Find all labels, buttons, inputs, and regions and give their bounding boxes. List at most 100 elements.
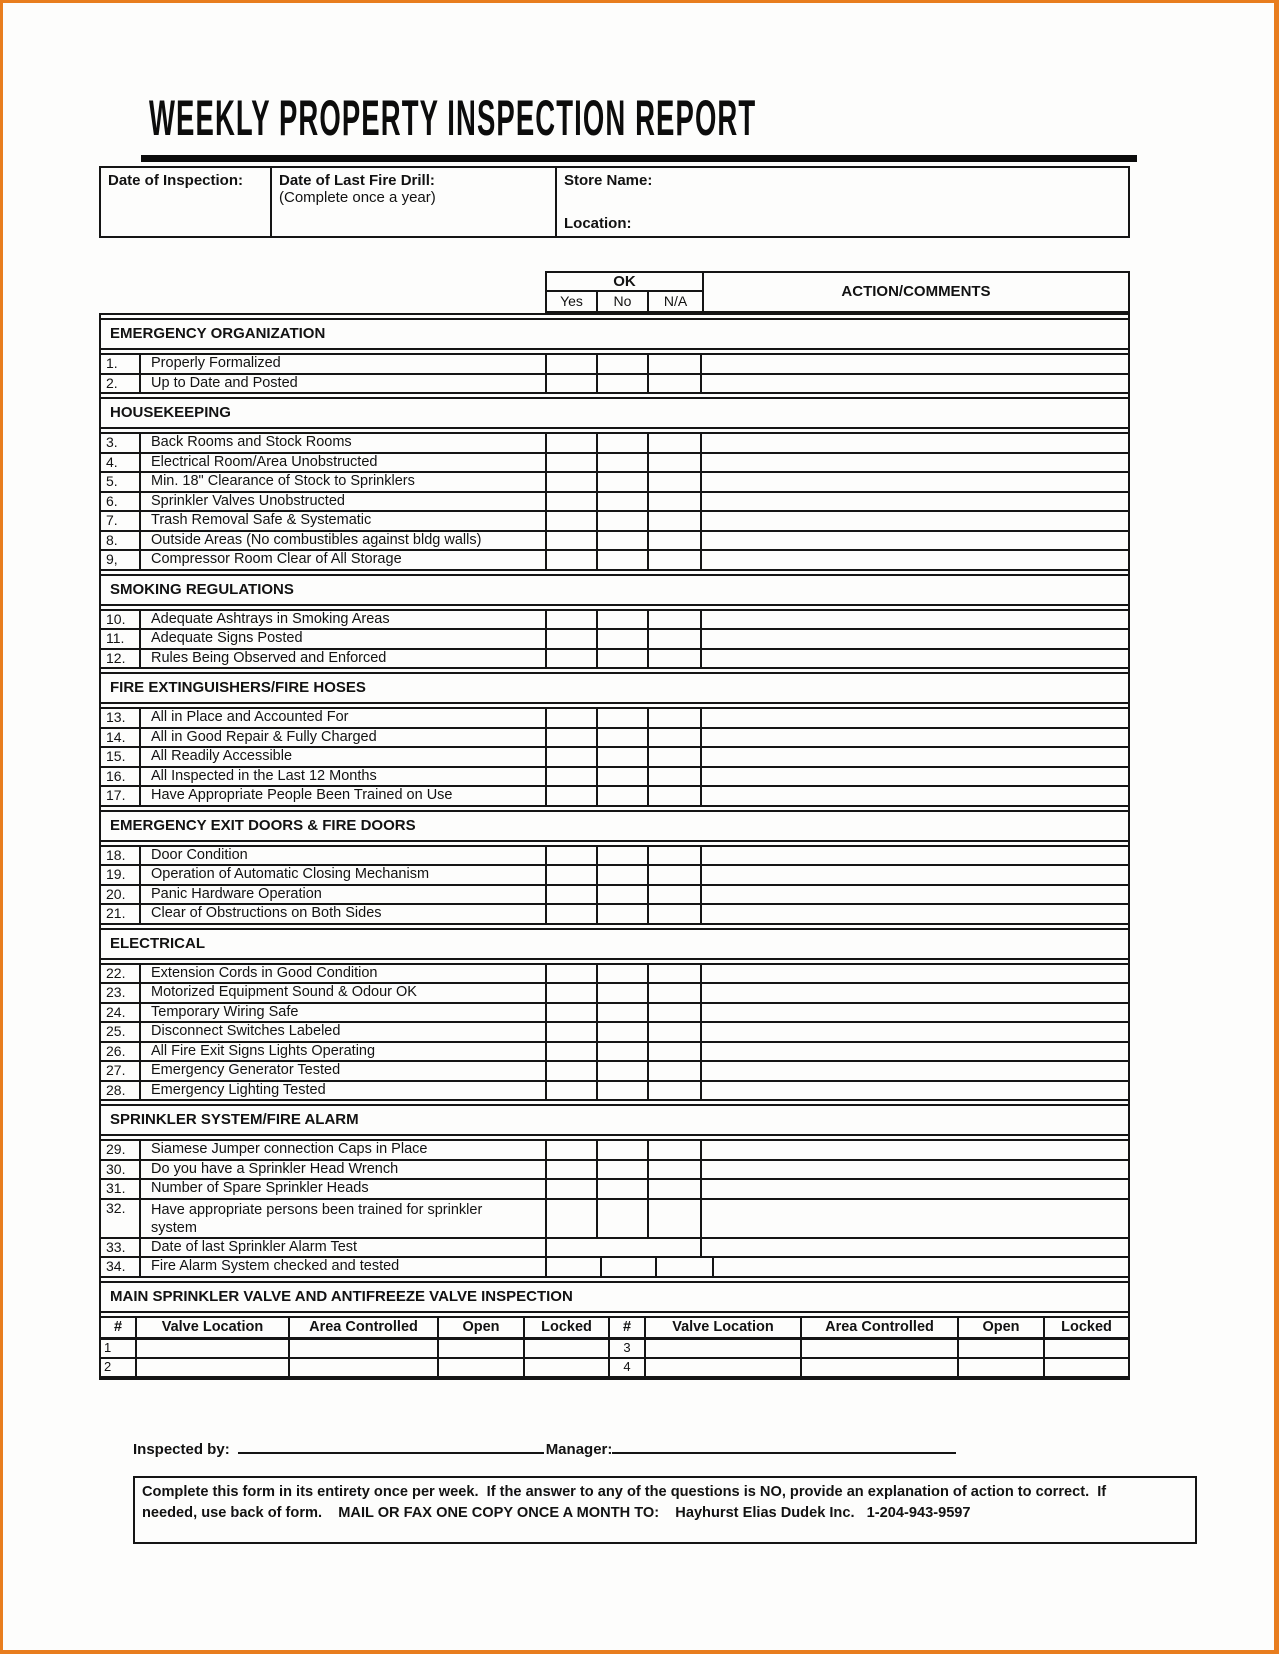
no-checkbox-cell[interactable] [598,355,649,373]
na-checkbox-cell[interactable] [649,1180,702,1198]
action-comments-cell[interactable] [702,551,1128,569]
no-checkbox-cell[interactable] [598,1023,649,1041]
na-checkbox-cell[interactable] [649,649,702,667]
valve-cell[interactable] [646,1339,802,1359]
yes-checkbox-cell[interactable] [547,767,598,785]
na-checkbox-cell[interactable] [649,866,702,884]
yes-checkbox-cell[interactable] [547,846,598,864]
valve-cell[interactable] [646,1358,802,1378]
no-checkbox-cell[interactable] [598,551,649,569]
na-checkbox-cell[interactable] [649,709,702,727]
action-comments-cell[interactable] [702,630,1128,648]
yes-checkbox-cell[interactable] [547,434,598,452]
na-checkbox-cell[interactable] [649,846,702,864]
na-checkbox-cell[interactable] [649,551,702,569]
action-comments-cell[interactable] [702,473,1128,491]
no-checkbox-cell[interactable] [598,649,649,667]
action-comments-cell[interactable] [702,905,1128,923]
na-checkbox-cell[interactable] [649,1003,702,1021]
no-checkbox-cell[interactable] [598,1160,649,1178]
action-comments-cell[interactable] [702,1082,1128,1100]
no-checkbox-cell[interactable] [598,748,649,766]
action-comments-cell[interactable] [702,1200,1128,1237]
action-comments-cell[interactable] [702,1004,1128,1022]
na-checkbox-cell[interactable] [657,1258,714,1276]
action-comments-cell[interactable] [714,1258,1128,1276]
na-checkbox-cell[interactable] [649,905,702,923]
valve-cell[interactable] [439,1358,525,1378]
yes-checkbox-cell[interactable] [547,905,598,923]
action-comments-cell[interactable] [702,1023,1128,1041]
action-comments-cell[interactable] [702,375,1128,393]
action-comments-cell[interactable] [702,965,1128,983]
yes-checkbox-cell[interactable] [547,728,598,746]
no-checkbox-cell[interactable] [598,512,649,530]
action-comments-cell[interactable] [702,434,1128,452]
yes-checkbox-cell[interactable] [547,1160,598,1178]
yes-checkbox-cell[interactable] [547,512,598,530]
yes-checkbox-cell[interactable] [547,1023,598,1041]
action-comments-cell[interactable] [702,1161,1128,1179]
action-comments-cell[interactable] [702,1239,1128,1257]
yes-checkbox-cell[interactable] [547,1081,598,1099]
valve-cell[interactable] [439,1339,525,1359]
no-checkbox-cell[interactable] [598,885,649,903]
na-checkbox-cell[interactable] [649,885,702,903]
na-checkbox-cell[interactable] [649,787,702,805]
action-comments-cell[interactable] [702,532,1128,550]
no-checkbox-cell[interactable] [598,866,649,884]
valve-cell[interactable] [137,1339,290,1359]
action-comments-cell[interactable] [702,729,1128,747]
valve-cell[interactable] [525,1339,610,1359]
na-checkbox-cell[interactable] [649,1023,702,1041]
yes-checkbox-cell[interactable] [547,355,598,373]
no-checkbox-cell[interactable] [598,374,649,392]
no-checkbox-cell[interactable] [598,787,649,805]
valve-cell[interactable] [959,1339,1045,1359]
no-checkbox-cell[interactable] [598,964,649,982]
yes-checkbox-cell[interactable] [547,473,598,491]
action-comments-cell[interactable] [702,493,1128,511]
no-checkbox-cell[interactable] [602,1258,657,1276]
na-checkbox-cell[interactable] [649,1081,702,1099]
valve-cell[interactable] [290,1339,439,1359]
ok-entry-cell[interactable] [547,1238,702,1256]
valve-cell[interactable] [802,1358,959,1378]
action-comments-cell[interactable] [702,866,1128,884]
valve-cell[interactable] [137,1358,290,1378]
yes-checkbox-cell[interactable] [547,1062,598,1080]
yes-checkbox-cell[interactable] [547,984,598,1002]
na-checkbox-cell[interactable] [649,748,702,766]
action-comments-cell[interactable] [702,984,1128,1002]
action-comments-cell[interactable] [702,512,1128,530]
action-comments-cell[interactable] [702,709,1128,727]
action-comments-cell[interactable] [702,886,1128,904]
yes-checkbox-cell[interactable] [547,610,598,628]
date-of-inspection-cell[interactable]: Date of Inspection: [101,168,272,236]
valve-cell[interactable] [525,1358,610,1378]
na-checkbox-cell[interactable] [649,355,702,373]
yes-checkbox-cell[interactable] [547,453,598,471]
yes-checkbox-cell[interactable] [547,1141,598,1159]
no-checkbox-cell[interactable] [598,984,649,1002]
action-comments-cell[interactable] [702,611,1128,629]
na-checkbox-cell[interactable] [649,434,702,452]
na-checkbox-cell[interactable] [649,728,702,746]
no-checkbox-cell[interactable] [598,1141,649,1159]
no-checkbox-cell[interactable] [598,434,649,452]
inspected-by-line[interactable] [237,1439,544,1454]
no-checkbox-cell[interactable] [598,453,649,471]
na-checkbox-cell[interactable] [649,512,702,530]
yes-checkbox-cell[interactable] [547,649,598,667]
no-checkbox-cell[interactable] [598,905,649,923]
no-checkbox-cell[interactable] [598,846,649,864]
action-comments-cell[interactable] [702,454,1128,472]
no-checkbox-cell[interactable] [598,1180,649,1198]
valve-cell[interactable] [1045,1359,1128,1378]
yes-checkbox-cell[interactable] [547,866,598,884]
no-checkbox-cell[interactable] [598,728,649,746]
yes-checkbox-cell[interactable] [547,709,598,727]
yes-checkbox-cell[interactable] [547,1180,598,1198]
yes-checkbox-cell[interactable] [547,1199,598,1237]
na-checkbox-cell[interactable] [649,1042,702,1060]
